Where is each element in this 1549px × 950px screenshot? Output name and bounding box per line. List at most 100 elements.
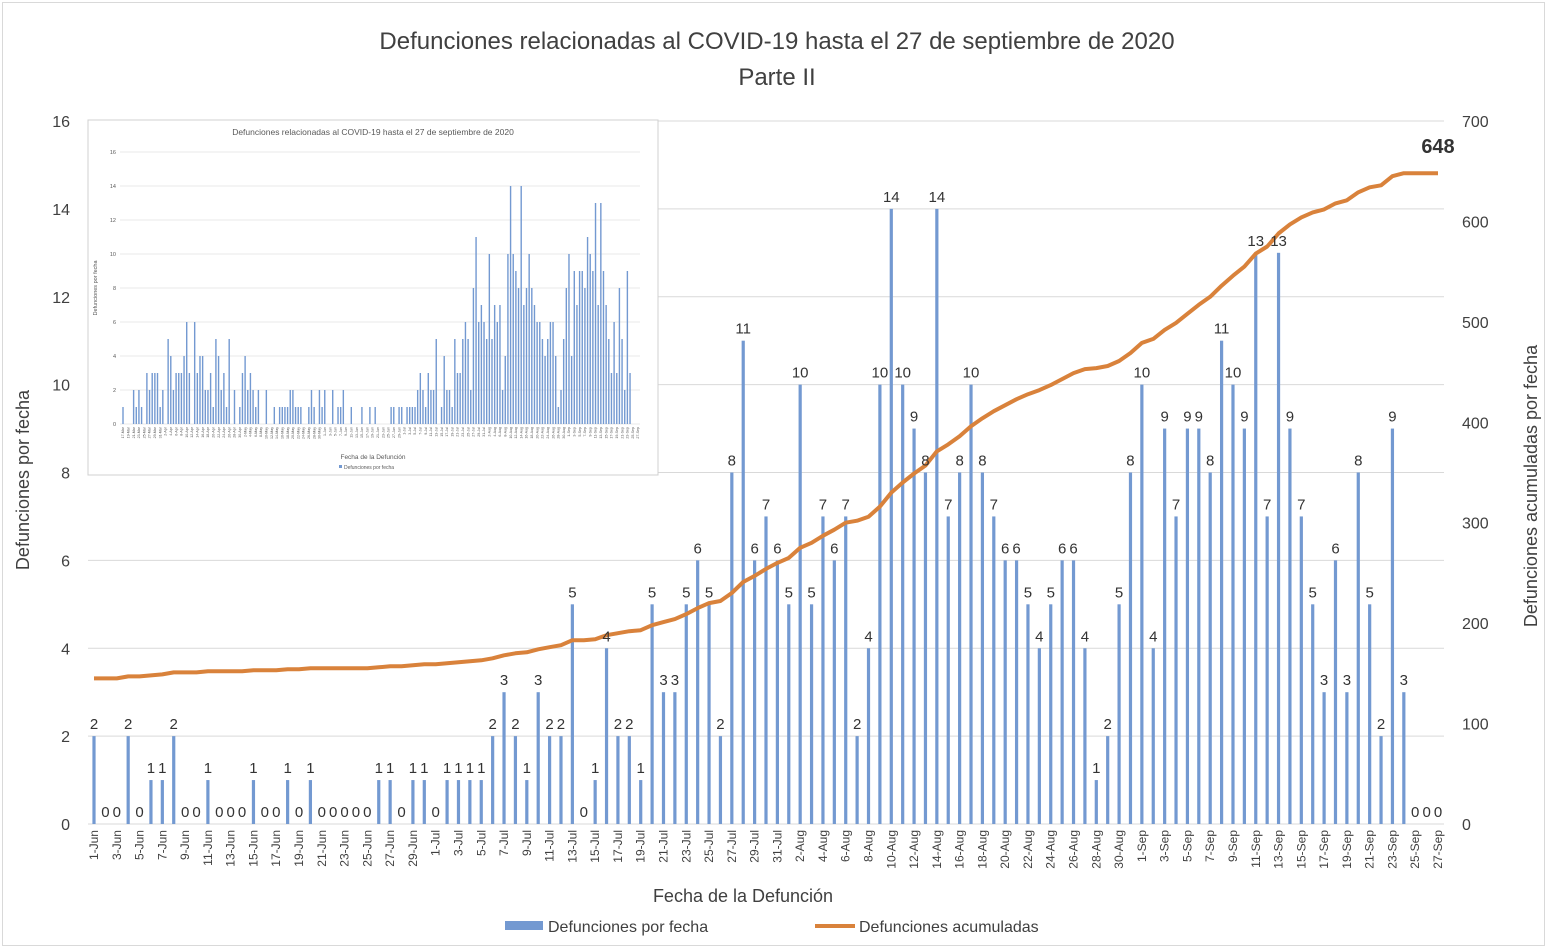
- y-axis-title: Defunciones por fecha: [13, 389, 33, 570]
- bar: [1037, 648, 1041, 824]
- inset-x-ticks: 17-Mar 19-Mar 21-Mar 23-Mar 25-Mar 27-Mar 29-M…: [121, 426, 640, 439]
- x-tick-label: 15-Jul: [588, 830, 602, 863]
- data-label: 0: [1422, 804, 1430, 821]
- inset-bar: [424, 407, 427, 424]
- bar: [160, 780, 164, 824]
- inset-bar: [132, 390, 135, 424]
- data-label: 1: [454, 760, 462, 777]
- inset-x-tick-label: 2-Aug: [488, 427, 492, 437]
- bar: [593, 780, 597, 824]
- inset-x-tick-label: 14-Aug: [519, 427, 523, 439]
- inset-bar: [621, 339, 623, 424]
- data-label: 7: [842, 496, 850, 513]
- bar: [422, 780, 426, 824]
- inset-x-tick-label: 10-Aug: [509, 427, 513, 439]
- y-tick-label: 16: [52, 114, 70, 131]
- bar: [809, 604, 814, 824]
- inset-bar: [427, 373, 429, 424]
- inset-bar: [589, 254, 591, 424]
- x-tick-label: 27-Jun: [383, 830, 397, 867]
- inset-x-tick-label: 5-Jun: [334, 427, 338, 436]
- inset-x-tick-label: 12-May: [270, 427, 274, 439]
- inset-bar: [324, 390, 326, 424]
- x-tick-label: 9-Jun: [178, 830, 192, 860]
- inset-bar: [568, 254, 570, 424]
- x-tick-label: 1-Jul: [429, 830, 443, 856]
- inset-x-tick-label: 21-Mar: [132, 426, 136, 438]
- x-tick-label: 21-Sep: [1363, 830, 1377, 869]
- inset-bar: [629, 373, 631, 424]
- inset-x-tick-label: 17-Sep: [610, 427, 614, 439]
- inset-bar: [451, 407, 453, 424]
- bar: [308, 780, 313, 824]
- inset-x-tick-label: 24-Aug: [546, 427, 550, 439]
- inset-x-tick-label: 21-Jun: [376, 427, 380, 438]
- inset-x-tick-label: 24-May: [302, 427, 306, 439]
- data-label: 0: [101, 804, 109, 821]
- y2-tick-label: 500: [1462, 315, 1489, 332]
- inset-bar: [544, 356, 546, 424]
- inset-bar: [300, 407, 302, 424]
- bar: [661, 692, 666, 824]
- inset-bar: [265, 390, 268, 424]
- bar: [479, 780, 483, 824]
- bar: [513, 736, 518, 824]
- inset-bar: [525, 288, 528, 424]
- bar: [377, 780, 381, 824]
- inset-bar: [255, 407, 257, 424]
- x-tick-label: 25-Jul: [702, 830, 716, 863]
- inset-x-tick-label: 30-Aug: [562, 427, 566, 439]
- inset-bar: [602, 271, 605, 424]
- inset-bar: [467, 339, 469, 424]
- data-label: 6: [1058, 540, 1066, 557]
- inset-bar: [281, 407, 283, 424]
- inset-bar: [552, 322, 554, 424]
- data-label: 7: [1263, 496, 1271, 513]
- x-tick-label: 22-Aug: [1021, 830, 1035, 869]
- inset-x-tick-label: 23-Jun: [381, 427, 385, 438]
- inset-bar: [626, 271, 629, 424]
- inset-bar: [555, 356, 557, 424]
- bar: [980, 472, 985, 824]
- inset-bar: [470, 390, 472, 424]
- y-tick-label: 8: [61, 466, 70, 483]
- bar: [456, 780, 461, 824]
- bar: [92, 736, 96, 824]
- data-label: 7: [1297, 496, 1305, 513]
- inset-x-tick-label: 23-Sep: [626, 427, 630, 439]
- data-label: 5: [1309, 584, 1317, 601]
- inset-bar: [584, 288, 586, 424]
- data-label: 3: [534, 672, 542, 689]
- bar: [1276, 252, 1281, 824]
- inset-x-tick-label: 21-Jul: [456, 427, 460, 437]
- inset-bar: [135, 407, 137, 424]
- x-tick-label: 12-Aug: [907, 830, 921, 869]
- data-label: 0: [227, 804, 235, 821]
- inset-bar: [472, 288, 475, 424]
- inset-x-tick-label: 6-May: [254, 427, 258, 437]
- bar: [935, 208, 939, 824]
- inset-x-tick-label: 15-Jun: [360, 427, 364, 438]
- inset-bar: [446, 390, 448, 424]
- bar: [787, 604, 791, 824]
- x-tick-label: 2-Aug: [793, 830, 807, 862]
- bar: [1254, 252, 1258, 824]
- inset-x-tick-label: 17-Jul: [445, 427, 449, 437]
- inset-x-tick-label: 30-May: [318, 427, 322, 439]
- data-label: 0: [397, 804, 405, 821]
- data-label: 2: [124, 716, 132, 733]
- x-tick-label: 17-Jun: [269, 830, 283, 867]
- inset-bar: [570, 356, 573, 424]
- data-label: 10: [872, 365, 889, 382]
- inset-bar: [454, 339, 456, 424]
- data-label: 10: [1225, 365, 1242, 382]
- data-label: 5: [705, 584, 713, 601]
- inset-bar: [401, 407, 403, 424]
- y2-tick-label: 100: [1462, 717, 1489, 734]
- bar: [878, 384, 882, 824]
- inset-x-tick-label: 18-Apr: [206, 426, 210, 438]
- inset-x-tick-label: 4-Aug: [493, 427, 497, 437]
- inset-bar: [342, 390, 345, 424]
- bar: [570, 604, 574, 824]
